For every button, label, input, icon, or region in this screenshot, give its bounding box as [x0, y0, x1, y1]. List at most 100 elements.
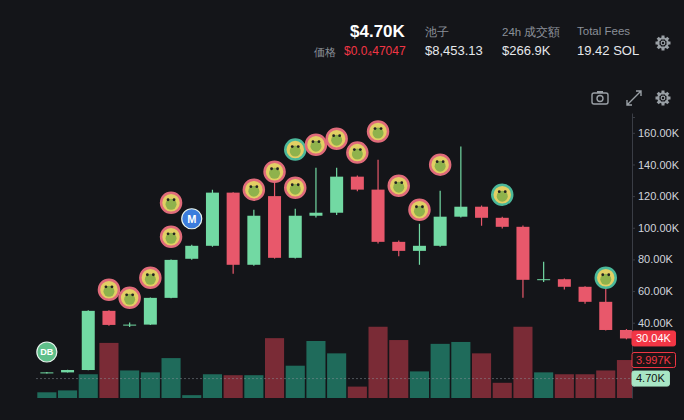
badge-label: M [187, 213, 196, 225]
candle-body [454, 207, 467, 217]
candle-body [206, 193, 219, 246]
candle-body [620, 330, 632, 338]
price-tag: 30.04K [632, 331, 676, 346]
trade-marker [99, 280, 119, 300]
trade-marker [409, 200, 429, 220]
volume-bar [451, 342, 470, 398]
price-tag: 3.997K [632, 353, 676, 368]
candle-body [330, 177, 343, 213]
volume-bar [596, 370, 615, 398]
volume-bar [182, 395, 201, 398]
candle-body [61, 370, 74, 372]
y-tick: 100.00K [632, 222, 680, 234]
current-price-line [37, 378, 633, 379]
price-tag-box [632, 371, 669, 386]
candle-wick [543, 262, 544, 282]
volume-bar [58, 390, 77, 398]
trade-marker [596, 268, 616, 288]
candle-body [537, 279, 550, 280]
candle-body [144, 298, 157, 325]
badge-label: DB [40, 347, 53, 357]
price-tag: 4.70K [632, 371, 669, 386]
stat-label: 24h 成交額 [502, 25, 560, 40]
candle-body [102, 311, 115, 325]
settings-icon [656, 36, 671, 51]
volume-bar [389, 340, 408, 398]
volume-bar [306, 341, 325, 398]
trade-marker [285, 140, 305, 160]
fullscreen-icon [627, 91, 641, 105]
trade-marker [265, 162, 285, 182]
stat-value: $8,453.13 [425, 43, 483, 58]
tick-label: 80.00K [638, 253, 674, 265]
trade-marker [368, 122, 388, 142]
trade-marker [161, 193, 181, 213]
candle-body [413, 246, 426, 251]
tick-label: 160.00K [638, 127, 680, 139]
stat-label: Total Fees [577, 25, 630, 37]
price-tag-label: 4.70K [636, 372, 665, 384]
y-tick: 160.00K [632, 127, 680, 139]
volume-bar [265, 338, 284, 398]
candle-body [434, 217, 447, 246]
candle-body [351, 177, 364, 190]
candle-body [372, 190, 385, 242]
trade-marker [327, 129, 347, 149]
volume-bar [99, 343, 118, 398]
volume-bar [472, 353, 491, 398]
trade-marker [430, 155, 450, 175]
volume-bar [513, 327, 532, 398]
trade-marker [285, 178, 305, 198]
badge: M [182, 209, 202, 229]
volume-bar [348, 387, 367, 398]
candle-body [185, 246, 198, 259]
volume-bar [617, 360, 632, 398]
y-tick: 120.00K [632, 190, 680, 202]
volume-bar [120, 370, 139, 398]
candle-body [165, 260, 178, 298]
candle-body [227, 193, 240, 265]
trade-marker [244, 180, 264, 200]
trade-marker [306, 135, 326, 155]
price-tag-box [632, 353, 676, 368]
tick-label: 40.00K [638, 317, 674, 329]
candle-body [558, 279, 571, 287]
trade-marker [161, 227, 181, 247]
y-tick: 40.00K [632, 317, 674, 329]
trade-marker [140, 268, 160, 288]
price-tag-label: 3.997K [636, 354, 672, 366]
trade-marker [120, 288, 140, 308]
trade-marker [347, 143, 367, 163]
candle-body [475, 207, 488, 218]
price-tag-box [632, 331, 676, 346]
candle-body [309, 213, 322, 216]
price-tag-label: 30.04K [636, 332, 672, 344]
candle-body [82, 311, 95, 370]
volume-bar [162, 358, 181, 398]
candle-body [516, 227, 529, 280]
y-axis: 40.00K 60.00K 80.00K 100.00K 120.00K 140.00K 1… [632, 118, 680, 387]
candle-body [392, 242, 405, 251]
candle-body [579, 287, 592, 302]
candle-wick [315, 168, 316, 218]
chart: 40.00K 60.00K 80.00K 100.00K 120.00K 140.00K 1… [0, 0, 684, 420]
tick-label: 60.00K [638, 285, 674, 297]
candle-body [123, 325, 136, 326]
stat-value: $266.9K [502, 43, 550, 58]
volume-bar [493, 383, 512, 398]
stat-label: 池子 [425, 25, 449, 40]
tick-label: 140.00K [638, 158, 680, 170]
volume-bar [286, 366, 305, 398]
candle-body [247, 216, 260, 265]
volume-bar [141, 372, 160, 398]
volume-bar [203, 374, 222, 398]
volume-bar [534, 372, 553, 398]
market-cap: $4.70K [350, 22, 405, 42]
volume-bar [555, 374, 574, 398]
price: $0.0₄47047 [344, 44, 406, 58]
screenshot-icon [592, 91, 608, 104]
volume-bar [431, 344, 450, 398]
trade-marker [389, 176, 409, 196]
y-tick: 60.00K [632, 285, 674, 297]
tick-label: 100.00K [638, 222, 680, 234]
